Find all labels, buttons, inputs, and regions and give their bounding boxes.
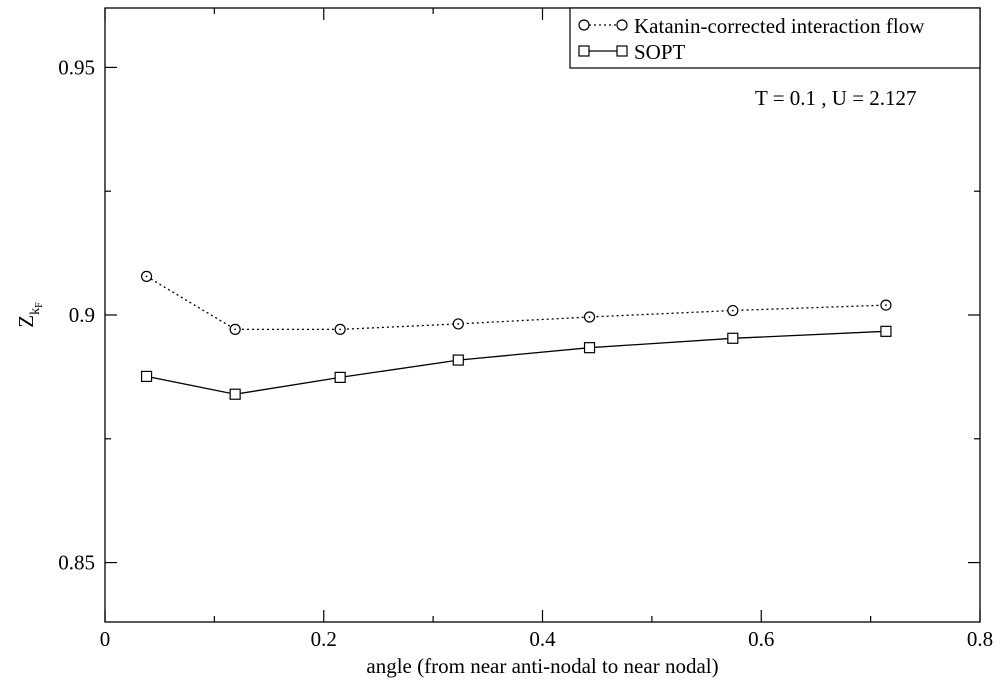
y-tick-label: 0.9 bbox=[69, 303, 95, 327]
legend-marker-sopt bbox=[578, 45, 590, 57]
y-tick-label: 0.85 bbox=[58, 551, 95, 575]
data-point-katanin-dot bbox=[234, 328, 237, 331]
x-tick-label: 0.6 bbox=[748, 627, 774, 651]
legend-box bbox=[569, 7, 981, 69]
data-point-sopt bbox=[452, 354, 464, 366]
data-point-katanin-dot bbox=[457, 323, 460, 325]
svg-text:ZkF: ZkF bbox=[14, 302, 45, 328]
data-point-sopt bbox=[727, 332, 739, 344]
x-axis-label: angle (from near anti-nodal to near noda… bbox=[366, 654, 718, 678]
tick-labels: 0 0.2 0.4 0.6 0.8 0.85 0.9 0.95 bbox=[58, 55, 993, 651]
legend: Katanin-corrected interaction flow SOPT bbox=[569, 7, 981, 69]
data-point-sopt bbox=[880, 325, 892, 337]
x-tick-label: 0.2 bbox=[311, 627, 337, 651]
series-line-katanin bbox=[146, 275, 886, 331]
x-tick-label: 0 bbox=[100, 627, 111, 651]
data-point-katanin-dot bbox=[885, 304, 887, 306]
data-point-sopt bbox=[229, 388, 241, 400]
series-line-sopt bbox=[146, 330, 886, 395]
data-point-sopt bbox=[140, 370, 153, 382]
series-layer bbox=[140, 270, 892, 400]
x-tick-label: 0.8 bbox=[967, 627, 993, 651]
legend-marker-katanin bbox=[578, 19, 590, 31]
y-axis-label-main: Z bbox=[14, 315, 38, 328]
data-point-katanin-dot bbox=[731, 309, 734, 312]
y-axis-label: ZkF bbox=[14, 302, 45, 328]
legend-label-katanin: Katanin-corrected interaction flow bbox=[634, 14, 925, 38]
y-axis-label-subsub: F bbox=[34, 302, 45, 308]
data-point-katanin-dot bbox=[588, 316, 591, 318]
y-tick-label: 0.95 bbox=[58, 55, 95, 79]
data-point-sopt bbox=[334, 371, 346, 383]
legend-marker-sopt-end bbox=[616, 45, 628, 57]
parameter-annotation: T = 0.1 , U = 2.127 bbox=[755, 86, 917, 110]
data-point-sopt bbox=[583, 342, 596, 354]
legend-marker-katanin-end bbox=[616, 19, 628, 31]
y-axis-label-sub: k bbox=[28, 308, 43, 315]
legend-label-sopt: SOPT bbox=[634, 40, 686, 64]
x-tick-label: 0.4 bbox=[529, 627, 556, 651]
data-point-katanin-dot bbox=[145, 275, 148, 278]
data-point-katanin-dot bbox=[339, 328, 342, 331]
